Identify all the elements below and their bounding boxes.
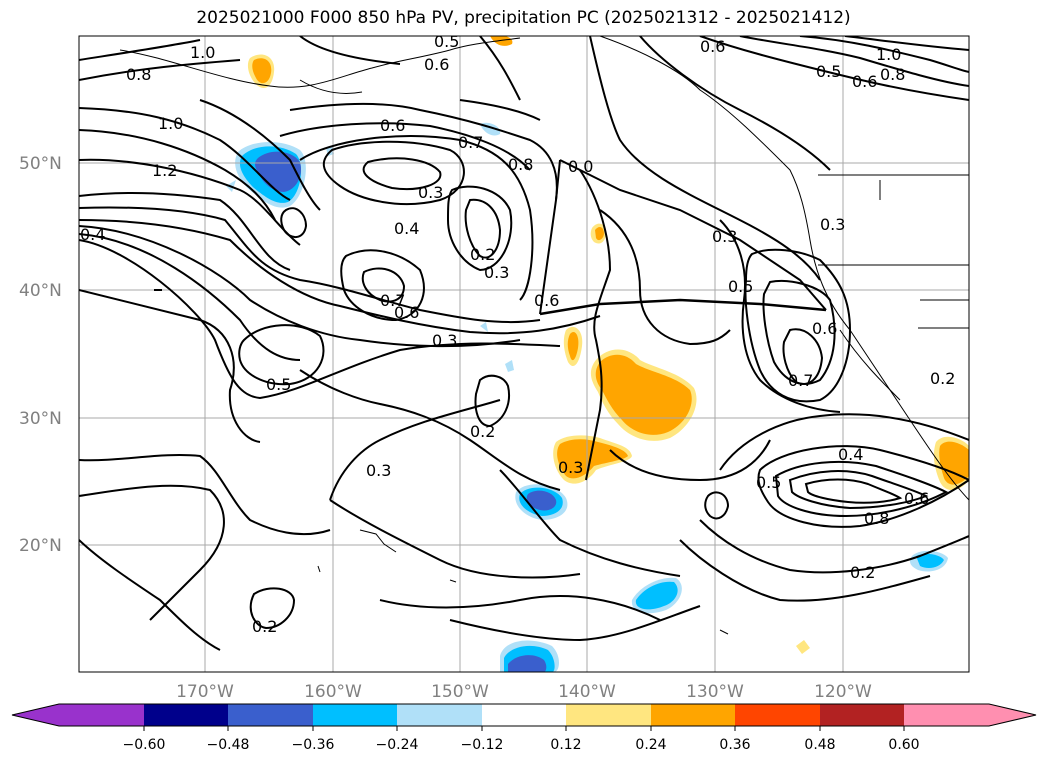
contour-label: 0.6: [380, 116, 405, 135]
lat-axis-labels: 50°N 40°N 30°N 20°N: [19, 154, 62, 556]
contour-label: 1.2: [152, 161, 177, 180]
contour-label: 0.0: [568, 157, 593, 176]
contour-label: 0.4: [394, 219, 419, 238]
lon-label-120w: 120°W: [814, 682, 872, 702]
contour-label: 0.2: [252, 617, 277, 636]
colorbar-bin: [651, 704, 735, 726]
contour-label: 0.3: [712, 227, 737, 246]
contour-label: 0.6: [904, 489, 929, 508]
contour-label: 0.5: [816, 62, 841, 81]
contour-label: 0.6: [852, 72, 877, 91]
colorbar-tick: 0.48: [804, 737, 835, 753]
colorbar-tick: 0.60: [888, 737, 919, 753]
pv-contours: [79, 36, 969, 651]
contour-label: 0.8: [864, 509, 889, 528]
contour-label: 0.2: [930, 369, 955, 388]
lat-label-40n: 40°N: [19, 281, 62, 301]
colorbar-extend-high: [989, 704, 1036, 726]
contour-label: 0.7: [458, 133, 483, 152]
colorbar-extend-low: [12, 704, 59, 726]
colorbar-bin: [228, 704, 313, 726]
contour-label: 0.3: [418, 183, 443, 202]
contour-label: 0.3: [484, 263, 509, 282]
map-title: 2025021000 F000 850 hPa PV, precipitatio…: [196, 8, 851, 28]
colorbar-tick: 0.24: [635, 737, 666, 753]
contour-label: 1.0: [876, 45, 901, 64]
lat-label-30n: 30°N: [19, 409, 62, 429]
colorbar-bin: [820, 704, 904, 726]
contour-label: 1.0: [190, 43, 215, 62]
colorbar-tick: −0.36: [292, 737, 335, 753]
contour-label: 0.3: [820, 215, 845, 234]
colorbar-tick: 0.12: [550, 737, 581, 753]
contour-label: 1.0: [158, 114, 183, 133]
contour-label: 0.4: [838, 445, 863, 464]
lon-label-130w: 130°W: [686, 682, 744, 702]
contour-label: 0.2: [470, 422, 495, 441]
lat-label-50n: 50°N: [19, 154, 62, 174]
contour-label: 0.4: [80, 225, 105, 244]
colorbar-bin: [59, 704, 144, 726]
lon-label-170w: 170°W: [176, 682, 234, 702]
colorbar-tick: −0.60: [123, 737, 166, 753]
contour-label: 0.5: [728, 277, 753, 296]
contour-labels: 1.0 0.8 0.5 0.6 0.6 0.5 0.6 0.8 1.0 1.0 …: [80, 32, 955, 636]
contour-label: 0.3: [366, 461, 391, 480]
contour-label: 0.8: [126, 65, 151, 84]
lat-label-20n: 20°N: [19, 536, 62, 556]
lon-label-140w: 140°W: [558, 682, 616, 702]
contour-label: 0.3: [558, 458, 583, 477]
colorbar-tick: −0.12: [461, 737, 504, 753]
contour-label: 0.6: [534, 291, 559, 310]
colorbar-bin: [904, 704, 989, 726]
contour-label: 0.5: [756, 473, 781, 492]
colorbar-tick: −0.24: [376, 737, 419, 753]
contour-label: 0.7: [380, 291, 405, 310]
contour-label: 0.5: [434, 32, 459, 51]
map-frame: [78, 35, 970, 673]
colorbar-bin: [735, 704, 820, 726]
contour-label: 0.2: [470, 245, 495, 264]
contour-label: 0.3: [432, 331, 457, 350]
colorbar-tick: −0.48: [207, 737, 250, 753]
map-plot: [79, 36, 969, 672]
coastlines: [119, 36, 969, 635]
contour-label: 0.8: [508, 155, 533, 174]
lon-label-160w: 160°W: [304, 682, 362, 702]
contour-label: 0.7: [788, 371, 813, 390]
contour-label: 0.6: [424, 55, 449, 74]
contour-label: 0.5: [266, 375, 291, 394]
lon-axis-labels: 170°W 160°W 150°W 140°W 130°W 120°W: [176, 682, 872, 702]
colorbar-bin: [482, 704, 566, 726]
contour-label: 0.2: [850, 563, 875, 582]
contour-label: 0.8: [880, 65, 905, 84]
colorbar-bin: [566, 704, 651, 726]
colorbar-bin: [313, 704, 397, 726]
map-grid: [79, 36, 969, 672]
contour-label: 0.6: [812, 319, 837, 338]
contour-label: 0.6: [394, 303, 419, 322]
colorbar: −0.60 −0.48 −0.36 −0.24 −0.12 0.12 0.24 …: [11, 703, 1037, 753]
colorbar-bin: [144, 704, 228, 726]
colorbar-tick: 0.36: [719, 737, 750, 753]
lon-label-150w: 150°W: [431, 682, 489, 702]
colorbar-bin: [397, 704, 482, 726]
contour-label: 0.6: [700, 37, 725, 56]
